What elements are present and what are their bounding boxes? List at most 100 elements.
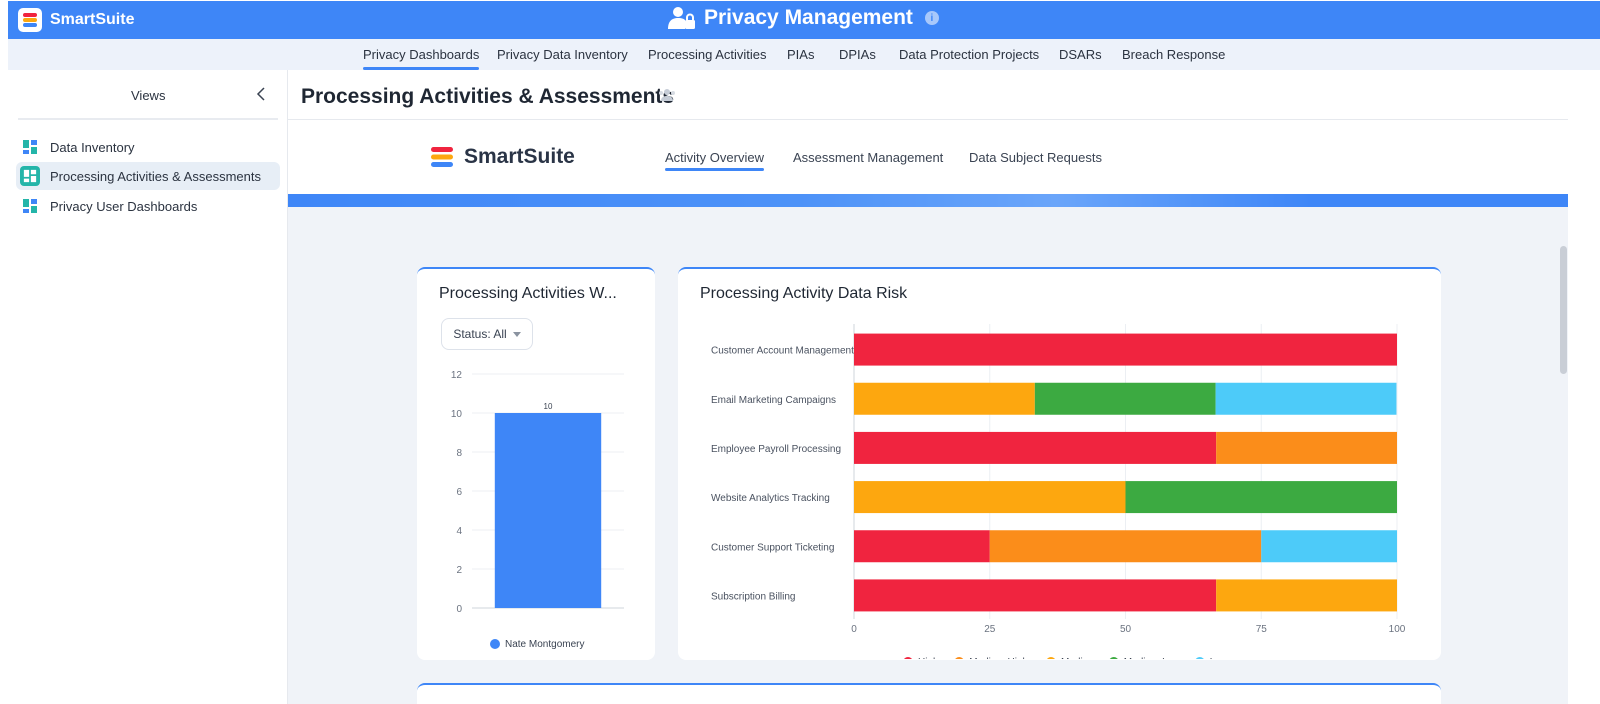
status-filter-label: Status: All xyxy=(453,327,507,341)
sidebar-item-label: Processing Activities & Assessments xyxy=(50,168,261,184)
y-tick-label: 0 xyxy=(456,604,462,615)
legend-swatch xyxy=(955,657,964,659)
bar-segment xyxy=(1215,382,1397,415)
legend-label: Medium xyxy=(1061,657,1097,659)
tab-assessment-management[interactable]: Assessment Management xyxy=(793,150,944,165)
tab-pias[interactable]: PIAs xyxy=(787,47,815,62)
x-tick-label: 50 xyxy=(1120,624,1132,635)
tab-privacy-dashboards[interactable]: Privacy Dashboards xyxy=(363,47,480,70)
dashboard-header: SmartSuite Activity Overview Assessment … xyxy=(288,121,1568,194)
legend-label: Medium Low xyxy=(1124,657,1181,659)
tab-privacy-data-inventory[interactable]: Privacy Data Inventory xyxy=(497,47,628,62)
bar-segment xyxy=(854,579,1217,612)
app-header: SmartSuite Privacy Management i xyxy=(8,1,1600,39)
processing-activities-card: Processing Activities W... Status: All 0… xyxy=(417,267,655,660)
category-label: Email Marketing Campaigns xyxy=(711,395,836,406)
tab-dsars[interactable]: DSARs xyxy=(1059,47,1102,62)
bar-segment xyxy=(854,333,1397,366)
dashboard-icon xyxy=(20,137,40,157)
next-card xyxy=(417,683,1441,704)
legend: High Medium High Medium Medium Low Low xyxy=(904,657,1229,659)
tab-breach-response[interactable]: Breach Response xyxy=(1122,47,1226,62)
legend-swatch xyxy=(1195,657,1204,659)
sidebar-item-label: Privacy User Dashboards xyxy=(50,198,198,214)
y-tick-label: 12 xyxy=(451,370,463,381)
bar xyxy=(494,413,602,608)
people-icon[interactable] xyxy=(658,88,676,102)
page-header: Processing Activities & Assessments xyxy=(288,70,1568,120)
bar-segment xyxy=(854,431,1217,464)
bar-segment xyxy=(1034,382,1216,415)
category-label: Customer Support Ticketing xyxy=(711,542,834,553)
legend-swatch xyxy=(490,639,500,649)
dashboard-brand-name: SmartSuite xyxy=(464,145,575,168)
info-icon[interactable]: i xyxy=(924,11,939,25)
legend: Nate Montgomery xyxy=(490,639,584,650)
page-title: Processing Activities & Assessments xyxy=(301,85,675,108)
x-tick-label: 25 xyxy=(984,624,996,635)
dashboard-brand: SmartSuite xyxy=(430,145,575,169)
bar-segment xyxy=(1216,431,1397,464)
category-label: Customer Account Management xyxy=(711,346,854,357)
user-lock-icon xyxy=(668,7,695,29)
smartsuite-logo-icon xyxy=(431,147,453,167)
card-title: Processing Activities W... xyxy=(439,285,617,302)
tab-activity-overview[interactable]: Activity Overview xyxy=(665,150,764,171)
legend-label: Medium High xyxy=(969,657,1028,659)
y-tick-label: 6 xyxy=(456,487,462,498)
smartsuite-logo-icon xyxy=(18,8,42,32)
bar-segment xyxy=(989,530,1262,563)
sidebar-item-data-inventory[interactable]: Data Inventory xyxy=(16,133,280,161)
tab-data-protection-projects[interactable]: Data Protection Projects xyxy=(899,47,1040,62)
category-label: Website Analytics Tracking xyxy=(711,493,830,504)
legend-label: Nate Montgomery xyxy=(505,639,584,650)
data-risk-card: Processing Activity Data Risk 0 25 50 75 100… xyxy=(678,267,1441,660)
y-tick-label: 4 xyxy=(456,526,462,537)
legend-swatch xyxy=(904,657,912,659)
app-title-group: Privacy Management i xyxy=(668,6,939,30)
bar-segment xyxy=(1216,579,1397,612)
dashboard-canvas: Processing Activities W... Status: All 0… xyxy=(288,207,1568,704)
bar-segment xyxy=(854,382,1035,415)
brand-name: SmartSuite xyxy=(50,11,135,28)
views-label: Views xyxy=(131,88,166,103)
legend-swatch xyxy=(1047,657,1055,659)
legend-swatch xyxy=(1109,657,1118,659)
dashboard-icon xyxy=(20,196,40,216)
brand[interactable]: SmartSuite xyxy=(18,8,134,32)
tab-data-subject-requests[interactable]: Data Subject Requests xyxy=(969,150,1102,165)
sidebar-item-privacy-user-dashboards[interactable]: Privacy User Dashboards xyxy=(16,192,280,220)
card-title: Processing Activity Data Risk xyxy=(700,285,908,302)
y-tick-label: 10 xyxy=(451,409,463,420)
x-tick-label: 75 xyxy=(1256,624,1268,635)
bar-segment xyxy=(854,530,990,563)
x-tick-label: 100 xyxy=(1389,624,1406,635)
bar-segment xyxy=(854,481,1126,514)
y-tick-label: 2 xyxy=(456,565,462,576)
y-tick-label: 8 xyxy=(456,448,462,459)
sidebar-item-processing-activities[interactable]: Processing Activities & Assessments xyxy=(16,162,280,190)
risk-chart: 0 25 50 75 100 Customer Account Management Ema… xyxy=(711,324,1406,659)
data-label: 10 xyxy=(544,402,553,411)
tab-dpias[interactable]: DPIAs xyxy=(839,47,876,62)
bar-segment xyxy=(1261,530,1397,563)
category-label: Employee Payroll Processing xyxy=(711,444,841,455)
sidebar-item-label: Data Inventory xyxy=(50,139,135,155)
legend-label: Low xyxy=(1210,657,1229,659)
x-tick-label: 0 xyxy=(851,624,857,635)
caret-down-icon xyxy=(512,331,521,337)
status-filter-dropdown[interactable]: Status: All xyxy=(441,318,533,350)
app-nav-tabs: Privacy Dashboards Privacy Data Inventor… xyxy=(8,39,1600,70)
bar-segment xyxy=(1125,481,1397,514)
bar-chart: 0 2 4 6 8 10 12 10 Nate Montgomery xyxy=(451,370,624,650)
app-title: Privacy Management xyxy=(704,6,913,29)
banner-stripe xyxy=(288,194,1568,207)
tab-processing-activities[interactable]: Processing Activities xyxy=(648,47,767,62)
views-sidebar: Views Data Inventory Processing Activiti… xyxy=(8,70,288,704)
sidebar-header: Views xyxy=(18,70,278,120)
dashboard-icon xyxy=(20,166,40,186)
category-label: Subscription Billing xyxy=(711,591,796,602)
legend-label: High xyxy=(918,657,939,659)
vertical-scrollbar[interactable] xyxy=(1560,246,1567,374)
chevron-left-icon[interactable] xyxy=(254,86,270,102)
